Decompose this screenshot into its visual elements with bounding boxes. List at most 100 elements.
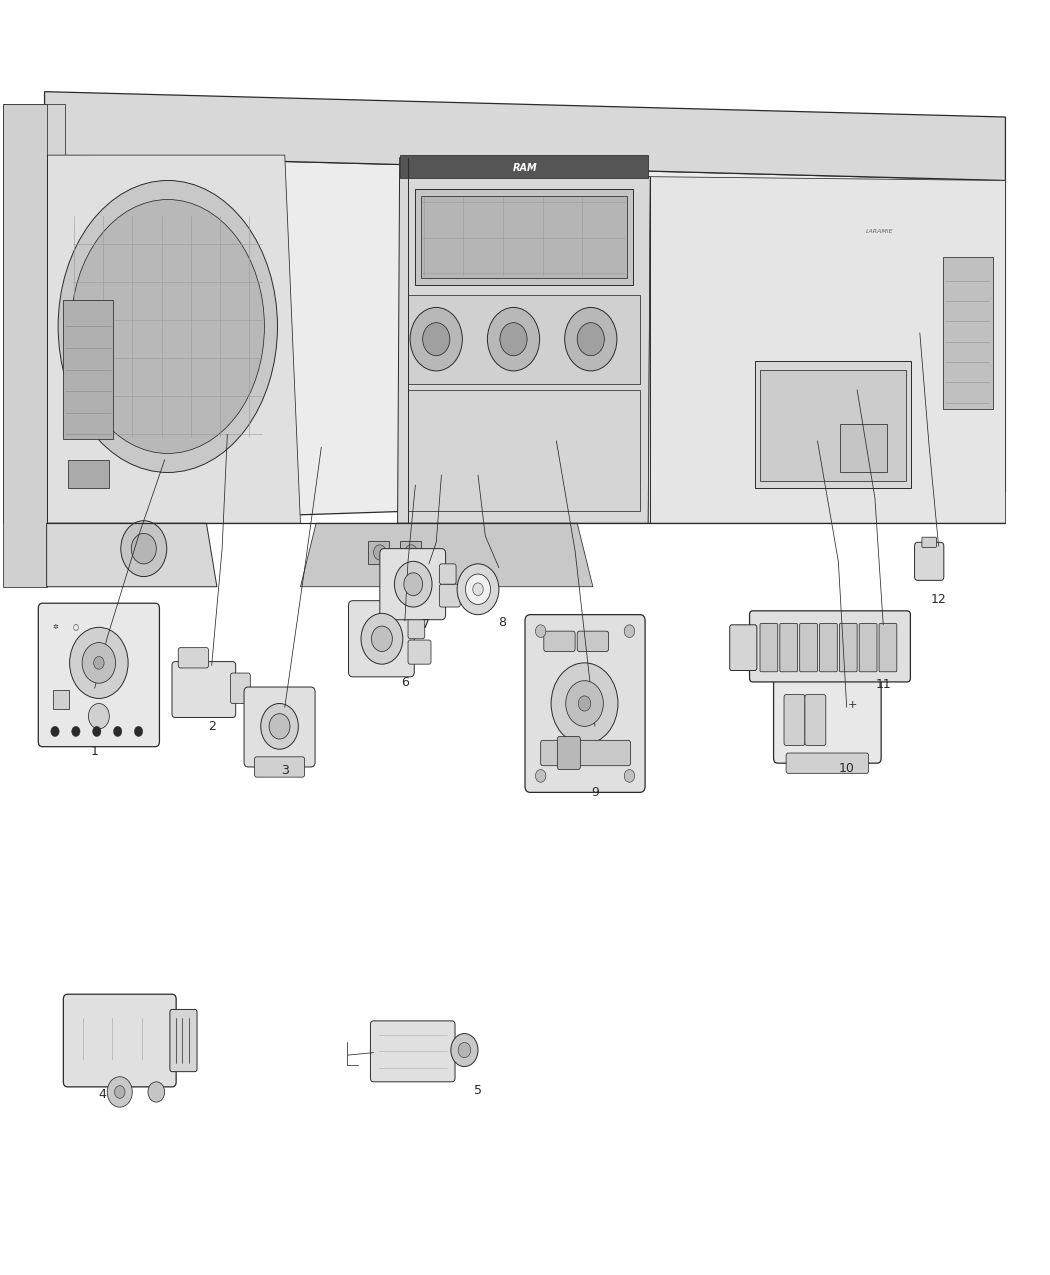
Circle shape (566, 681, 604, 727)
Circle shape (536, 770, 546, 783)
Circle shape (148, 1081, 165, 1102)
Circle shape (260, 704, 298, 750)
FancyBboxPatch shape (544, 631, 575, 652)
Circle shape (565, 307, 617, 371)
Circle shape (465, 574, 490, 604)
Circle shape (113, 727, 122, 737)
Circle shape (71, 727, 80, 737)
FancyBboxPatch shape (254, 757, 304, 778)
FancyBboxPatch shape (439, 564, 456, 584)
FancyBboxPatch shape (558, 737, 581, 770)
Circle shape (374, 544, 386, 560)
FancyBboxPatch shape (67, 460, 109, 488)
Text: 4: 4 (98, 1088, 106, 1102)
FancyBboxPatch shape (578, 631, 609, 652)
FancyBboxPatch shape (408, 640, 430, 664)
FancyBboxPatch shape (178, 648, 209, 668)
Text: 5: 5 (474, 1084, 482, 1098)
FancyBboxPatch shape (400, 541, 421, 564)
FancyBboxPatch shape (780, 623, 798, 672)
FancyBboxPatch shape (63, 300, 113, 440)
FancyBboxPatch shape (63, 994, 176, 1086)
FancyBboxPatch shape (371, 1021, 455, 1081)
Text: 7: 7 (422, 618, 429, 631)
Text: 10: 10 (839, 762, 855, 775)
FancyBboxPatch shape (859, 623, 877, 672)
FancyBboxPatch shape (760, 623, 778, 672)
FancyBboxPatch shape (170, 1010, 197, 1072)
Text: 2: 2 (208, 720, 215, 733)
FancyBboxPatch shape (786, 754, 868, 774)
Polygon shape (46, 523, 217, 586)
FancyBboxPatch shape (408, 295, 639, 384)
Polygon shape (3, 105, 46, 586)
Circle shape (405, 544, 418, 560)
Circle shape (624, 770, 634, 783)
Circle shape (404, 572, 423, 595)
Circle shape (134, 727, 143, 737)
Circle shape (536, 625, 546, 638)
Circle shape (93, 657, 104, 669)
Circle shape (423, 323, 449, 356)
FancyBboxPatch shape (525, 615, 645, 792)
Circle shape (82, 643, 116, 683)
Circle shape (121, 520, 167, 576)
FancyBboxPatch shape (750, 611, 910, 682)
Text: 1: 1 (90, 746, 99, 759)
FancyBboxPatch shape (416, 190, 632, 284)
Circle shape (114, 1085, 125, 1098)
FancyBboxPatch shape (755, 361, 911, 488)
Circle shape (131, 533, 156, 564)
Circle shape (269, 714, 290, 740)
FancyBboxPatch shape (840, 425, 887, 473)
FancyBboxPatch shape (730, 625, 757, 671)
Circle shape (92, 727, 101, 737)
FancyBboxPatch shape (408, 616, 425, 639)
FancyBboxPatch shape (784, 695, 805, 746)
Circle shape (361, 613, 403, 664)
FancyBboxPatch shape (774, 677, 881, 764)
Text: 11: 11 (876, 678, 891, 691)
Polygon shape (44, 156, 1006, 523)
Ellipse shape (71, 200, 265, 454)
Ellipse shape (58, 181, 277, 473)
Circle shape (472, 583, 483, 595)
Circle shape (411, 307, 462, 371)
Text: ✲: ✲ (52, 625, 58, 630)
Circle shape (88, 704, 109, 729)
Polygon shape (46, 156, 300, 523)
FancyBboxPatch shape (879, 623, 897, 672)
Text: +: + (848, 700, 858, 710)
Circle shape (458, 1043, 470, 1058)
FancyBboxPatch shape (541, 741, 630, 766)
Circle shape (551, 663, 618, 745)
Text: LARAMIE: LARAMIE (866, 228, 894, 233)
Circle shape (450, 1034, 478, 1067)
FancyBboxPatch shape (38, 603, 160, 747)
FancyBboxPatch shape (369, 541, 390, 564)
Text: 6: 6 (401, 676, 408, 688)
Circle shape (500, 323, 527, 356)
FancyBboxPatch shape (408, 390, 639, 510)
FancyBboxPatch shape (800, 623, 818, 672)
Circle shape (487, 307, 540, 371)
Polygon shape (44, 92, 1006, 181)
Polygon shape (648, 177, 1006, 523)
Polygon shape (3, 105, 65, 523)
FancyBboxPatch shape (820, 623, 837, 672)
Text: ◯: ◯ (72, 625, 79, 631)
Circle shape (624, 625, 634, 638)
FancyBboxPatch shape (421, 196, 627, 278)
FancyBboxPatch shape (52, 690, 68, 709)
Polygon shape (398, 158, 650, 523)
FancyBboxPatch shape (922, 537, 937, 547)
FancyBboxPatch shape (230, 673, 250, 704)
Text: 3: 3 (280, 765, 289, 778)
FancyBboxPatch shape (915, 542, 944, 580)
FancyBboxPatch shape (760, 370, 906, 482)
Circle shape (50, 727, 59, 737)
Circle shape (579, 696, 591, 711)
FancyBboxPatch shape (805, 695, 825, 746)
Circle shape (457, 564, 499, 615)
FancyBboxPatch shape (400, 156, 648, 178)
